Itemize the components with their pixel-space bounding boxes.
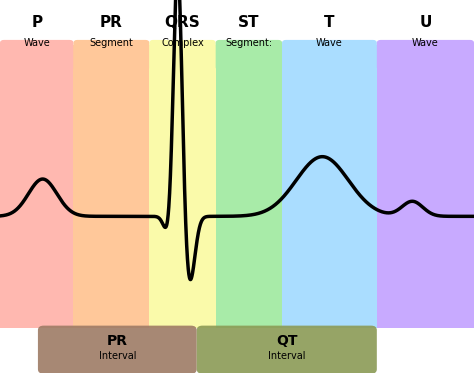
FancyBboxPatch shape bbox=[216, 40, 282, 70]
Text: PR: PR bbox=[107, 335, 128, 348]
Bar bbox=[73, 45, 149, 328]
Text: T: T bbox=[324, 15, 335, 30]
FancyBboxPatch shape bbox=[282, 40, 377, 70]
Text: Interval: Interval bbox=[268, 351, 306, 361]
Text: ST: ST bbox=[238, 15, 260, 30]
Bar bbox=[377, 45, 474, 328]
Text: PR: PR bbox=[100, 15, 123, 30]
Text: P: P bbox=[31, 15, 42, 30]
Text: Segment:: Segment: bbox=[225, 38, 273, 48]
FancyBboxPatch shape bbox=[377, 40, 474, 70]
Text: Wave: Wave bbox=[412, 38, 439, 48]
Text: Wave: Wave bbox=[23, 38, 50, 48]
Bar bbox=[149, 45, 216, 328]
FancyBboxPatch shape bbox=[197, 326, 377, 373]
Text: Wave: Wave bbox=[316, 38, 343, 48]
Bar bbox=[216, 45, 282, 328]
FancyBboxPatch shape bbox=[0, 40, 73, 70]
Text: QRS: QRS bbox=[164, 15, 201, 30]
Bar bbox=[0, 45, 73, 328]
FancyBboxPatch shape bbox=[38, 326, 197, 373]
Bar bbox=[282, 45, 377, 328]
Text: Complex: Complex bbox=[161, 38, 204, 48]
Text: U: U bbox=[419, 15, 432, 30]
Text: Segment: Segment bbox=[90, 38, 133, 48]
FancyBboxPatch shape bbox=[73, 40, 149, 70]
Text: QT: QT bbox=[276, 335, 298, 348]
Text: Interval: Interval bbox=[99, 351, 136, 361]
FancyBboxPatch shape bbox=[149, 40, 216, 70]
